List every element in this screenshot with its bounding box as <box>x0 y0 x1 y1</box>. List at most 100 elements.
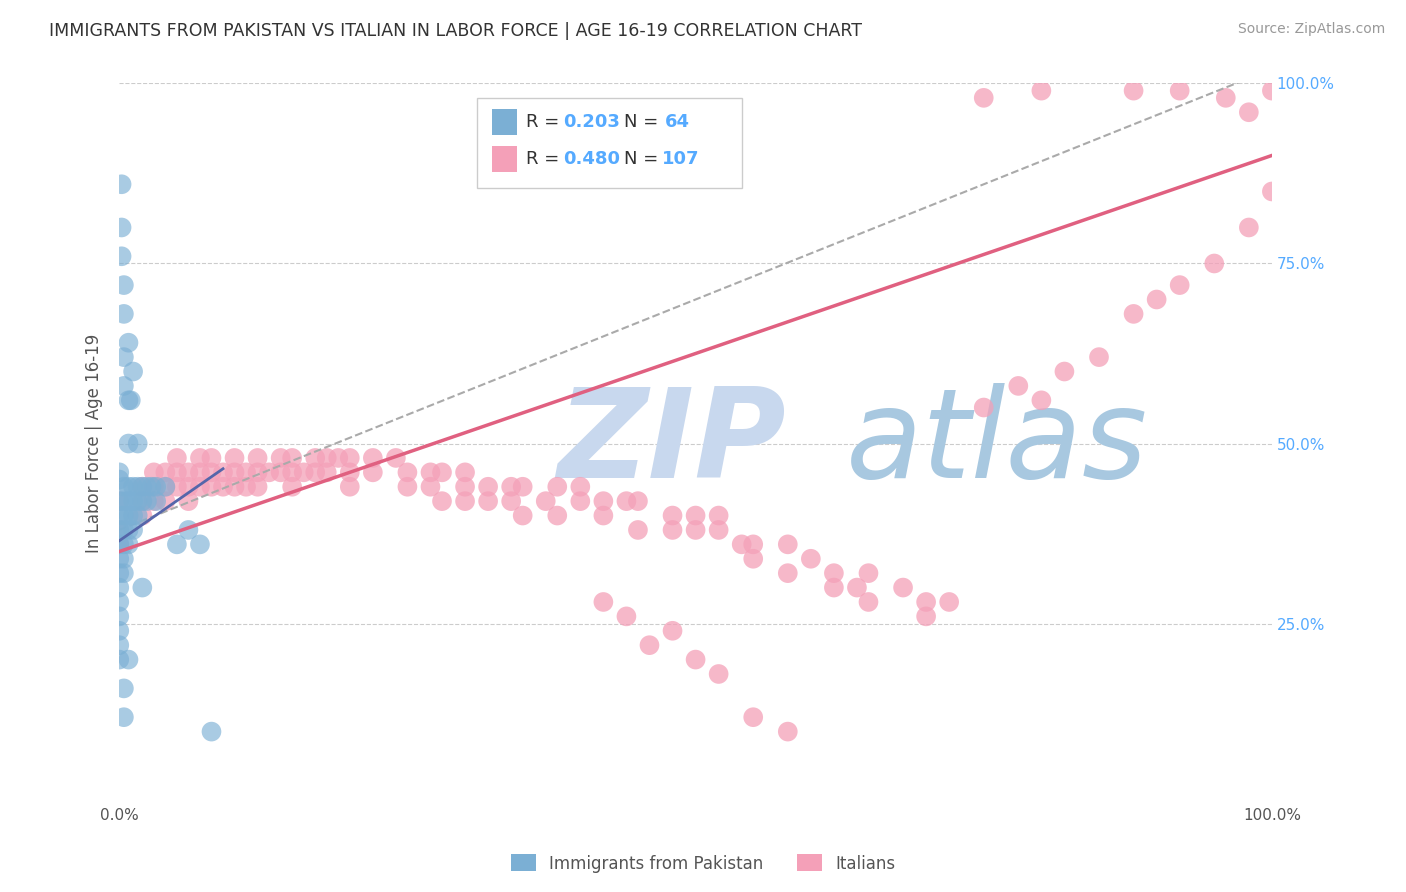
Italians <box>200 466 222 480</box>
Immigrants from Pakistan <box>131 494 153 508</box>
Immigrants from Pakistan <box>112 480 135 494</box>
Italians <box>419 480 441 494</box>
Italians <box>177 466 200 480</box>
Immigrants from Pakistan <box>117 508 139 523</box>
Immigrants from Pakistan <box>200 724 222 739</box>
Italians <box>800 551 823 566</box>
Italians <box>235 466 257 480</box>
Italians <box>823 581 845 595</box>
Italians <box>858 566 880 581</box>
Italians <box>776 724 799 739</box>
Italians <box>155 480 177 494</box>
Immigrants from Pakistan <box>108 508 131 523</box>
Italians <box>315 466 337 480</box>
Italians <box>131 480 153 494</box>
Italians <box>707 523 730 537</box>
Italians <box>731 537 754 551</box>
Italians <box>131 494 153 508</box>
Italians <box>166 480 188 494</box>
Italians <box>328 450 350 465</box>
Italians <box>512 480 534 494</box>
Italians <box>569 480 592 494</box>
Italians <box>155 466 177 480</box>
Italians <box>1215 91 1237 105</box>
Italians <box>627 523 650 537</box>
Italians <box>430 494 453 508</box>
Italians <box>1031 84 1053 98</box>
Immigrants from Pakistan <box>122 494 145 508</box>
Italians <box>592 494 614 508</box>
Italians <box>108 494 131 508</box>
Immigrants from Pakistan <box>122 364 145 378</box>
Immigrants from Pakistan <box>141 480 163 494</box>
Italians <box>361 450 384 465</box>
Text: R =: R = <box>526 150 565 168</box>
Italians <box>224 466 246 480</box>
Immigrants from Pakistan <box>131 480 153 494</box>
Italians <box>257 466 280 480</box>
Immigrants from Pakistan <box>108 523 131 537</box>
Italians <box>858 595 880 609</box>
Italians <box>385 450 408 465</box>
Italians <box>166 450 188 465</box>
Italians <box>396 466 419 480</box>
Text: atlas: atlas <box>845 383 1147 504</box>
Italians <box>454 480 477 494</box>
Immigrants from Pakistan <box>112 537 135 551</box>
Italians <box>142 494 165 508</box>
Text: ZIP: ZIP <box>557 383 786 504</box>
Italians <box>1031 393 1053 408</box>
Immigrants from Pakistan <box>108 473 131 487</box>
Italians <box>108 523 131 537</box>
Immigrants from Pakistan <box>112 681 135 696</box>
Italians <box>1168 84 1191 98</box>
Italians <box>616 609 638 624</box>
Immigrants from Pakistan <box>112 566 135 581</box>
Italians <box>742 551 765 566</box>
Immigrants from Pakistan <box>112 551 135 566</box>
Immigrants from Pakistan <box>177 523 200 537</box>
Italians <box>304 466 326 480</box>
Immigrants from Pakistan <box>108 638 131 652</box>
Italians <box>534 494 557 508</box>
Immigrants from Pakistan <box>136 480 159 494</box>
Italians <box>477 494 499 508</box>
Italians <box>661 508 683 523</box>
Italians <box>304 450 326 465</box>
Italians <box>627 494 650 508</box>
Immigrants from Pakistan <box>110 178 132 192</box>
Italians <box>315 450 337 465</box>
Immigrants from Pakistan <box>108 581 131 595</box>
Text: IMMIGRANTS FROM PAKISTAN VS ITALIAN IN LABOR FORCE | AGE 16-19 CORRELATION CHART: IMMIGRANTS FROM PAKISTAN VS ITALIAN IN L… <box>49 22 862 40</box>
Italians <box>200 480 222 494</box>
Italians <box>776 537 799 551</box>
Immigrants from Pakistan <box>117 480 139 494</box>
Immigrants from Pakistan <box>112 350 135 364</box>
FancyBboxPatch shape <box>477 98 742 188</box>
Italians <box>776 566 799 581</box>
Italians <box>915 595 938 609</box>
Italians <box>419 466 441 480</box>
Immigrants from Pakistan <box>127 480 149 494</box>
Italians <box>224 480 246 494</box>
Italians <box>142 466 165 480</box>
Italians <box>938 595 960 609</box>
Immigrants from Pakistan <box>112 494 135 508</box>
Italians <box>270 450 292 465</box>
Italians <box>546 480 568 494</box>
Italians <box>1261 185 1284 199</box>
Immigrants from Pakistan <box>108 466 131 480</box>
Immigrants from Pakistan <box>112 508 135 523</box>
Italians <box>512 508 534 523</box>
Italians <box>292 466 315 480</box>
Italians <box>592 508 614 523</box>
Italians <box>638 638 661 652</box>
Italians <box>1168 278 1191 293</box>
Immigrants from Pakistan <box>108 609 131 624</box>
Italians <box>1261 84 1284 98</box>
Italians <box>188 466 211 480</box>
Italians <box>616 494 638 508</box>
Italians <box>212 480 235 494</box>
Italians <box>396 480 419 494</box>
Immigrants from Pakistan <box>110 249 132 263</box>
